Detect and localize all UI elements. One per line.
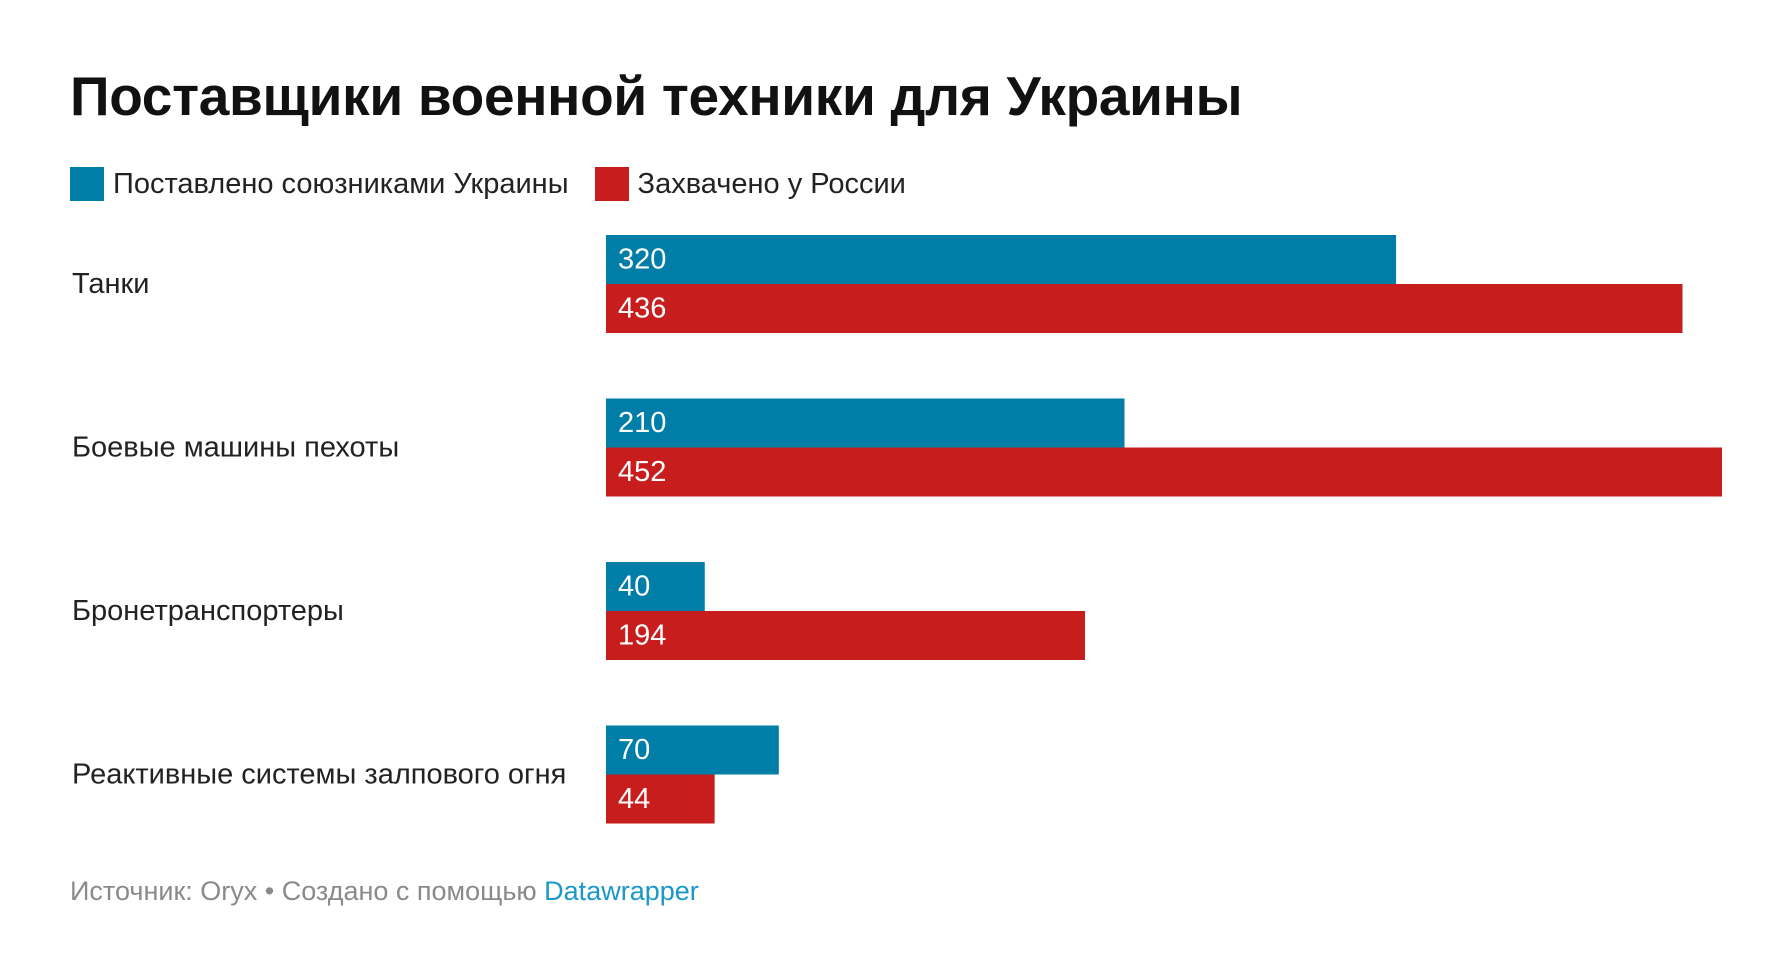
legend-swatch-captured [594,167,629,201]
bar-supplied [606,398,1125,448]
category-label: Бронетранспортеры [72,595,344,627]
bar-supplied [606,725,779,775]
bar-supplied [606,235,1397,284]
value-label: 210 [618,407,666,439]
bar-captured [606,447,1722,497]
value-label: 70 [618,734,650,766]
value-label: 436 [618,293,666,325]
bar-captured [606,284,1683,333]
value-label: 320 [618,244,666,276]
legend-item-captured: Захвачено у России [594,167,906,201]
value-label: 44 [618,783,650,815]
category-label: Танки [72,268,149,300]
chart-legend: Поставлено союзниками Украины Захвачено … [70,166,932,202]
bar-captured [606,774,715,824]
value-label: 194 [618,620,666,652]
source-note: Источник: Oryx • Создано с помощью Dataw… [70,876,699,907]
category-label: Боевые машины пехоты [72,432,399,464]
source-text: Источник: Oryx • Создано с помощью [70,876,545,906]
value-label: 452 [618,456,666,488]
value-label: 40 [618,571,650,603]
datawrapper-link[interactable]: Datawrapper [544,876,699,906]
chart-title: Поставщики военной техники для Украины [70,65,1243,127]
legend-label-captured: Захвачено у России [637,167,906,200]
category-label: Реактивные системы залпового огня [72,759,566,791]
legend-label-supplied: Поставлено союзниками Украины [113,167,569,200]
bar-supplied [606,562,705,611]
legend-swatch-supplied [70,167,104,201]
bar-captured [606,611,1085,660]
legend-item-supplied: Поставлено союзниками Украины [70,167,569,201]
